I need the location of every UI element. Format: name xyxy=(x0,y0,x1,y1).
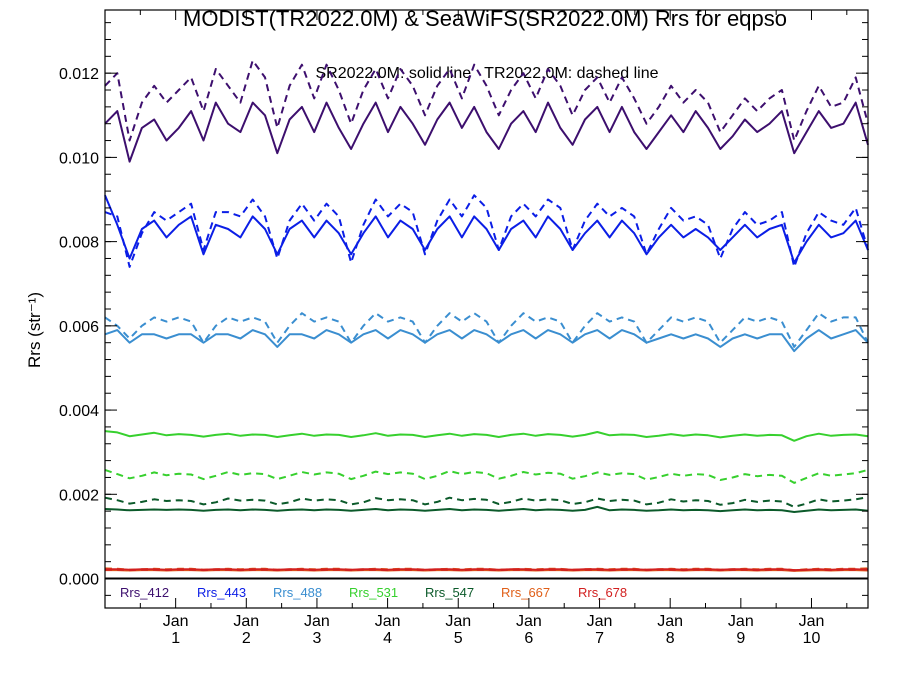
x-tick-label-month: Jan xyxy=(587,613,613,630)
legend-entry-Rrs_443: Rrs_443 xyxy=(197,585,246,600)
series-layer xyxy=(104,59,869,572)
x-tick-label-month: Jan xyxy=(516,613,542,630)
legend-entry-Rrs_547: Rrs_547 xyxy=(425,585,474,600)
x-tick-label-month: Jan xyxy=(728,613,754,630)
y-tick-label: 0.000 xyxy=(59,572,99,589)
x-axis: Jan1Jan2Jan3Jan4Jan5Jan6Jan7Jan8Jan9Jan1… xyxy=(139,10,848,647)
y-tick-label: 0.008 xyxy=(59,235,99,252)
y-tick-label: 0.012 xyxy=(59,66,99,83)
series-Rrs_443-dashed-line xyxy=(104,194,869,268)
y-tick-label: 0.010 xyxy=(59,150,99,167)
x-tick-label-day: 9 xyxy=(736,630,745,647)
x-tick-label-day: 4 xyxy=(383,630,392,647)
legend-entry-Rrs_667: Rrs_667 xyxy=(501,585,550,600)
series-Rrs_488-dashed-line xyxy=(104,312,869,348)
x-tick-label-day: 10 xyxy=(803,630,821,647)
series-Rrs_678-solid-line xyxy=(105,568,869,572)
plot-frame xyxy=(104,9,869,609)
y-tick-label: 0.006 xyxy=(59,319,99,336)
legend-entry-Rrs_412: Rrs_412 xyxy=(120,585,169,600)
series-Rrs_412-solid-line xyxy=(104,101,869,163)
legend-entry-Rrs_678: Rrs_678 xyxy=(578,585,627,600)
chart-subtitle: SR2022.0M: solid line TR2022.0M: dashed … xyxy=(315,65,658,82)
series-Rrs_547-dashed-line xyxy=(104,496,869,508)
y-tick-label: 0.004 xyxy=(59,403,99,420)
legend-entry-Rrs_488: Rrs_488 xyxy=(273,585,322,600)
y-tick-label: 0.002 xyxy=(59,487,99,504)
x-tick-label-month: Jan xyxy=(233,613,259,630)
x-tick-label-day: 8 xyxy=(666,630,675,647)
x-tick-label-month: Jan xyxy=(375,613,401,630)
legend: Rrs_412 Rrs_443 Rrs_488 Rrs_531 Rrs_547 Rrs_6… xyxy=(120,585,627,600)
x-tick-label-day: 1 xyxy=(171,630,180,647)
x-tick-label-month: Jan xyxy=(163,613,189,630)
x-tick-label-month: Jan xyxy=(657,613,683,630)
series-Rrs_443-solid-line xyxy=(104,194,869,264)
series-Rrs_531-solid-line xyxy=(104,430,869,442)
x-tick-label-day: 7 xyxy=(595,630,604,647)
y-axis: 0.000 0.002 0.004 0.006 0.008 0.010 0.012 xyxy=(59,22,868,596)
x-tick-label-month: Jan xyxy=(799,613,825,630)
series-Rrs_488-solid-line xyxy=(104,329,869,353)
legend-entry-Rrs_531: Rrs_531 xyxy=(349,585,398,600)
series-Rrs_412-dashed-line xyxy=(104,59,869,142)
series-Rrs_531-dashed-line xyxy=(104,468,869,484)
x-tick-label-day: 2 xyxy=(242,630,251,647)
x-tick-label-month: Jan xyxy=(304,613,330,630)
x-tick-label-month: Jan xyxy=(445,613,471,630)
series-Rrs_547-solid-line xyxy=(104,505,869,513)
y-axis-label: Rrs (str⁻¹) xyxy=(25,292,44,368)
x-tick-label-day: 3 xyxy=(312,630,321,647)
x-tick-label-day: 5 xyxy=(454,630,463,647)
x-tick-label-day: 6 xyxy=(524,630,533,647)
